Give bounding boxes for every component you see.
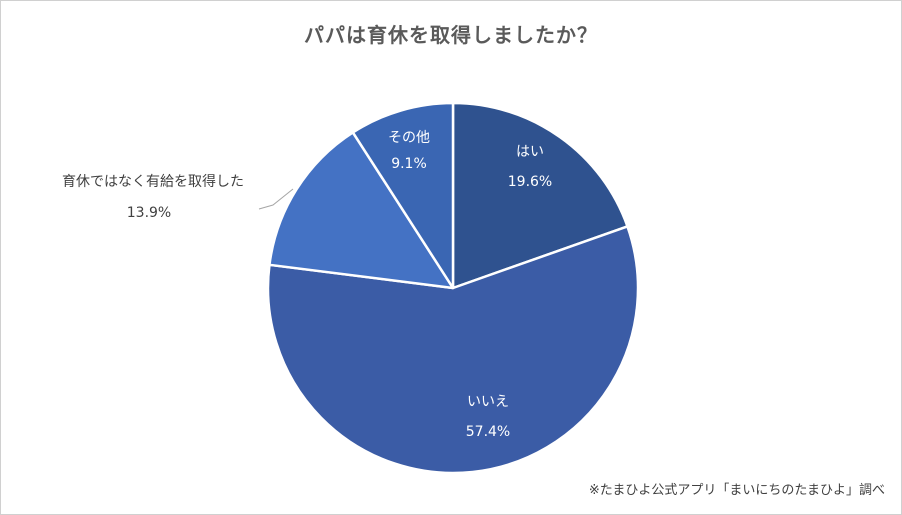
slice-category-label: 育休ではなく有給を取得した [62, 173, 244, 190]
slice-value-label: 19.6% [508, 174, 552, 190]
pie-slices [266, 101, 640, 475]
slice-value-label: 13.9% [127, 205, 171, 221]
chart-title: パパは育休を取得しましたか？ [304, 23, 598, 47]
pie-slice [351, 101, 455, 290]
pie-slice [266, 225, 640, 475]
slice-value-label: 57.4% [466, 424, 510, 440]
source-note: ※たまひよ公式アプリ「まいにちのたまひよ」調べ [588, 483, 885, 498]
pie-labels: はい 19.6% いいえ 57.4% 育休ではなく有給を取得した 13.9% その他 9.1% [62, 130, 552, 440]
leader-line [258, 188, 294, 210]
pie-slice [268, 131, 455, 290]
slice-category-label: いいえ [467, 394, 509, 410]
slice-category-label: その他 [388, 130, 430, 146]
slice-category-label: はい [516, 144, 544, 160]
slice-value-label: 9.1% [391, 156, 427, 172]
